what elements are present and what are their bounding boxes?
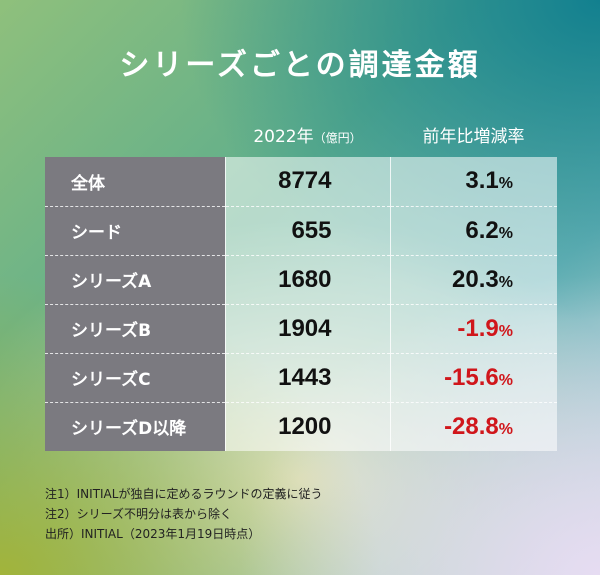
table-row: 全体 8774 3.1% [45,157,557,207]
amount-cell: 1200 [224,402,390,451]
table-row: シリーズC 1443 -15.6% [45,353,557,403]
row-label: 全体 [45,157,225,207]
percent-sign: % [498,273,513,291]
table-row: シリーズA 1680 20.3% [45,255,557,305]
note-2: 注2）シリーズ不明分は表から除く [45,507,233,521]
amount-cell: 655 [224,206,390,256]
table-row: シリーズD以降 1200 -28.8% [45,402,557,451]
header-amount-unit: （億円） [313,131,362,145]
percent-sign: % [498,224,513,242]
change-cell: 20.3% [389,255,557,305]
change-cell: 6.2% [389,206,557,256]
data-table: 全体 8774 3.1% シード 655 6.2% シリーズA 1680 20.3%… [45,157,557,451]
percent-sign: % [498,322,513,340]
header-amount-label: 2022年 [253,127,314,147]
row-label: シリーズD以降 [45,402,225,451]
source-note: 出所）INITIAL（2023年1月19日時点） [45,527,261,541]
amount-cell: 1680 [224,255,390,305]
change-cell: 3.1% [389,157,557,207]
header-change: 前年比増減率 [422,127,525,147]
note-1: 注1）INITIALが独自に定めるラウンドの定義に従う [45,487,323,501]
change-value: 3.1 [465,167,499,195]
row-label: シリーズB [45,304,225,354]
change-cell: -28.8% [389,402,557,451]
change-value: -1.9 [457,314,499,342]
percent-sign: % [498,371,513,389]
change-cell: -15.6% [389,353,557,403]
amount-cell: 8774 [224,157,390,207]
amount-cell: 1904 [224,304,390,354]
amount-cell: 1443 [224,353,390,403]
chart-title: シリーズごとの調達金額 [119,48,481,83]
row-label: シリーズA [45,255,225,305]
row-label: シリーズC [45,353,225,403]
percent-sign: % [498,175,513,193]
row-label: シード [45,206,225,256]
change-value: -28.8 [444,412,499,440]
change-value: 20.3 [452,265,499,293]
notes: 注1）INITIALが独自に定めるラウンドの定義に従う 注2）シリーズ不明分は表… [45,484,322,544]
table-row: シード 655 6.2% [45,206,557,256]
change-value: 6.2 [465,216,499,244]
change-cell: -1.9% [389,304,557,354]
percent-sign: % [498,420,513,438]
change-value: -15.6 [444,363,499,391]
table-row: シリーズB 1904 -1.9% [45,304,557,354]
header-amount: 2022年（億円） [225,122,390,147]
